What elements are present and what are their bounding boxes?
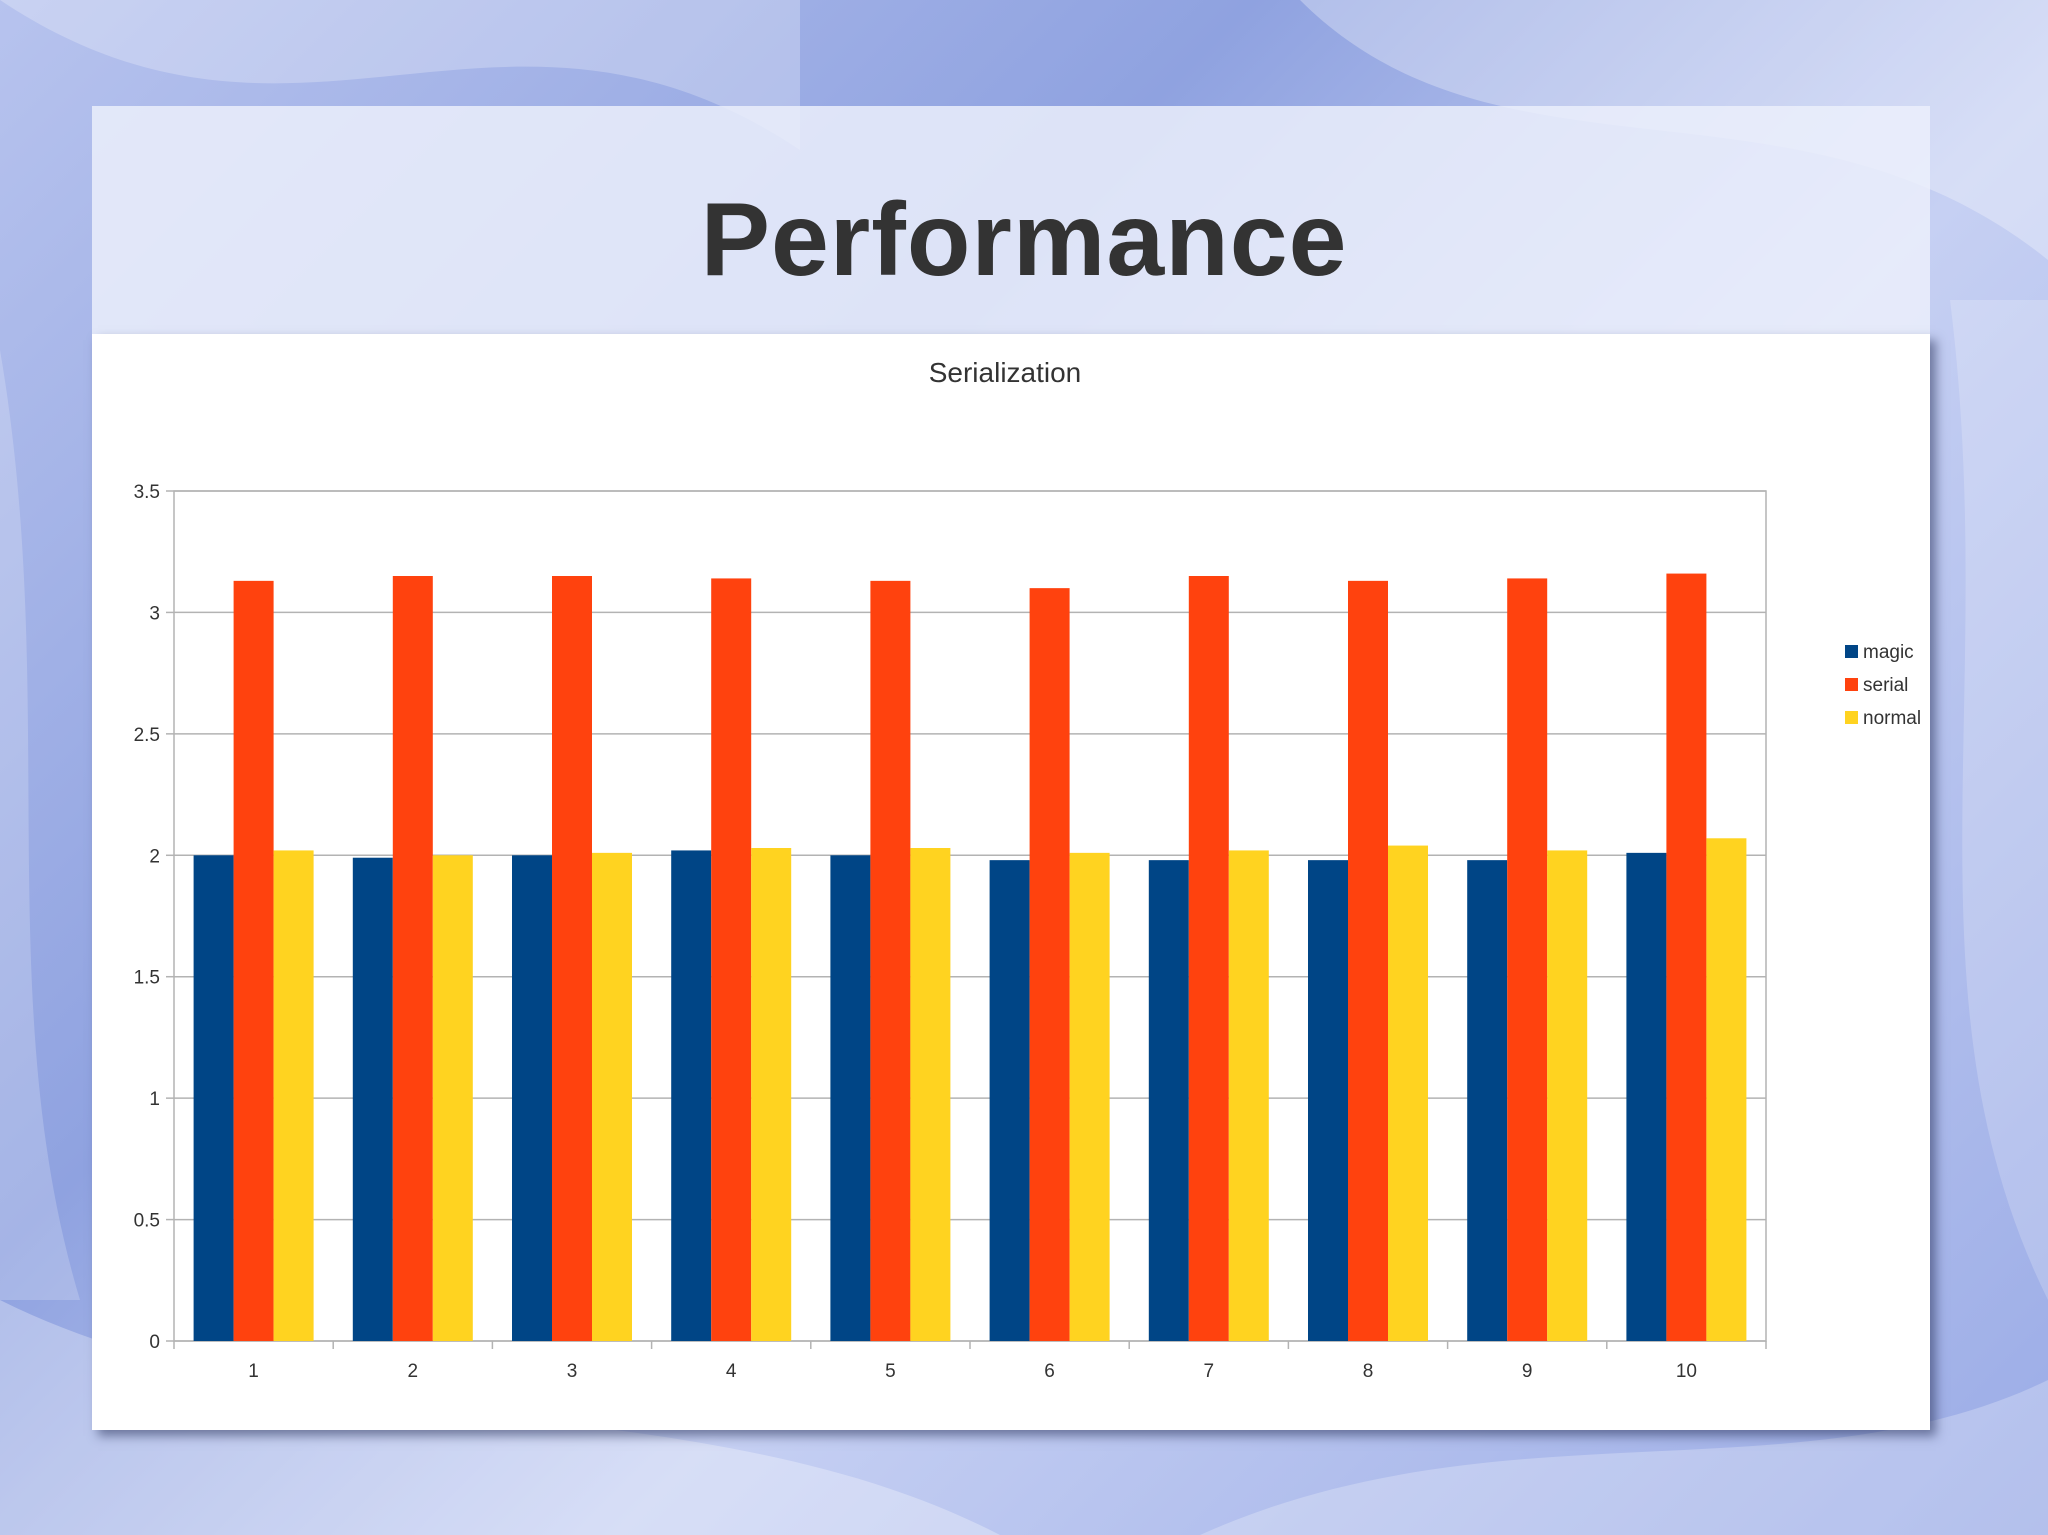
legend-swatch-magic (1845, 645, 1858, 658)
bar-normal-5 (910, 848, 951, 1341)
bar-serial-1 (233, 580, 274, 1341)
bar-magic-5 (830, 855, 871, 1341)
bar-normal-8 (1388, 845, 1428, 1341)
y-tick-label: 2.5 (134, 725, 160, 746)
y-tick-label: 1.5 (134, 968, 160, 989)
axes: 0 0.5 1 1.5 2 2.5 3 3.5 1 2 3 4 5 6 7 8 9 10 (134, 482, 1767, 1382)
x-tick-label: 9 (1522, 1361, 1533, 1382)
bar-normal-2 (432, 855, 473, 1341)
bar-magic-8 (1308, 860, 1348, 1341)
bar-serial-5 (870, 580, 911, 1341)
x-tick-label: 3 (567, 1361, 578, 1382)
chart-panel: Serialization 0 0.5 1 1.5 2 2.5 3 3.5 1 2 3 4 5 6 7 8 9 1… (92, 334, 1930, 1430)
x-tick-label: 5 (885, 1361, 896, 1382)
bar-serial-8 (1348, 580, 1388, 1341)
bar-magic-6 (989, 860, 1030, 1341)
chart-title: Serialization (929, 357, 1082, 388)
legend-label-magic: magic (1863, 642, 1914, 663)
bar-normal-1 (273, 850, 314, 1341)
bar-normal-6 (1069, 852, 1110, 1341)
legend-swatch-serial (1845, 678, 1858, 691)
y-tick-label: 3.5 (134, 482, 160, 503)
slide-header (92, 106, 1930, 334)
bar-magic-9 (1467, 860, 1508, 1341)
bar-magic-2 (352, 857, 393, 1341)
bar-magic-7 (1148, 860, 1189, 1341)
y-tick-label: 0 (149, 1332, 160, 1353)
bar-serial-9 (1507, 578, 1548, 1341)
bar-normal-7 (1228, 850, 1269, 1341)
bar-chart: Serialization 0 0.5 1 1.5 2 2.5 3 3.5 1 2 3 4 5 6 7 8 9 1… (134, 357, 1922, 1382)
legend-label-normal: normal (1863, 708, 1921, 729)
bars (193, 573, 1747, 1341)
bar-serial-10 (1666, 573, 1707, 1341)
bar-serial-7 (1188, 576, 1229, 1341)
slide-title: Performance (700, 182, 1348, 298)
bar-normal-4 (751, 848, 792, 1341)
x-tick-label: 4 (726, 1361, 737, 1382)
y-tick-label: 1 (149, 1089, 160, 1110)
legend-swatch-normal (1845, 711, 1858, 724)
y-tick-label: 3 (149, 603, 160, 624)
x-tick-label: 1 (248, 1361, 259, 1382)
x-tick-label: 8 (1363, 1361, 1374, 1382)
x-tick-label: 10 (1676, 1361, 1697, 1382)
bar-magic-10 (1626, 852, 1667, 1341)
bar-magic-3 (512, 855, 552, 1341)
x-tick-label: 7 (1204, 1361, 1215, 1382)
bar-normal-3 (592, 852, 632, 1341)
bar-serial-6 (1029, 588, 1070, 1341)
y-tick-label: 2 (149, 846, 160, 867)
bar-normal-10 (1706, 838, 1747, 1341)
bar-serial-4 (711, 578, 752, 1341)
x-tick-label: 6 (1044, 1361, 1055, 1382)
bar-serial-2 (392, 576, 433, 1341)
y-tick-label: 0.5 (134, 1211, 160, 1232)
bar-magic-4 (671, 850, 712, 1341)
legend: magic serial normal (1845, 642, 1921, 729)
legend-label-serial: serial (1863, 675, 1908, 696)
x-tick-label: 2 (408, 1361, 419, 1382)
bar-magic-1 (193, 855, 234, 1341)
bar-serial-3 (552, 576, 592, 1341)
bar-normal-9 (1547, 850, 1588, 1341)
